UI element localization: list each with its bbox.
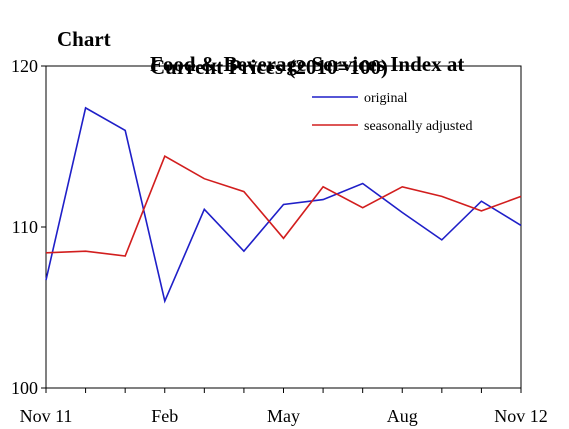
chart-title: Food & Beverage Services Index at	[150, 52, 465, 76]
x-tick-label: Feb	[151, 406, 178, 426]
chart-title-line-2: Current Prices (2010=100)	[0, 30, 569, 105]
y-tick-label: 100	[11, 378, 38, 398]
x-tick-label: Aug	[387, 406, 418, 426]
chart-title-line-1: Chart Food & Beverage Services Index at	[0, 2, 569, 102]
y-tick-label: 120	[11, 56, 38, 76]
plot-area-frame	[45, 65, 522, 389]
series-line-seasonally-adjusted	[45, 155, 522, 257]
legend-label: original	[364, 91, 408, 106]
legend-label: seasonally adjusted	[364, 119, 472, 134]
y-tick-label: 110	[12, 217, 38, 237]
chart-subtitle: Current Prices (2010=100)	[150, 55, 388, 79]
series-line-original	[45, 106, 522, 304]
chart-label: Chart	[57, 27, 111, 51]
x-tick-label: Nov 12	[494, 406, 548, 426]
x-tick-label: Nov 11	[20, 406, 73, 426]
x-tick-label: May	[267, 406, 300, 426]
